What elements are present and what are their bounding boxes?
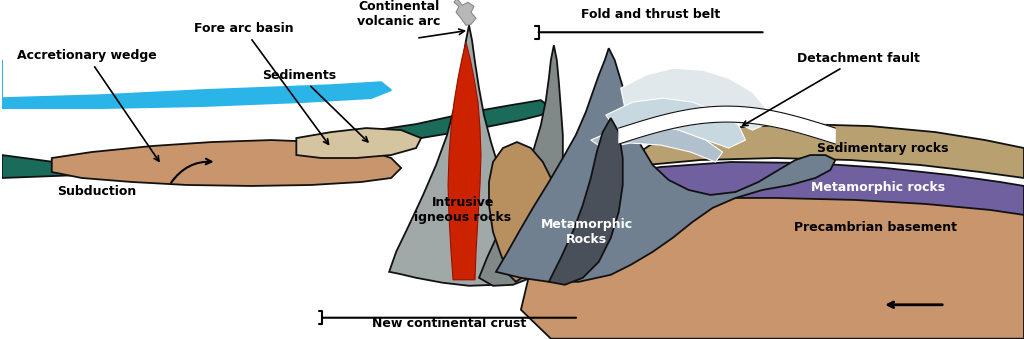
Text: Precambrian basement: Precambrian basement xyxy=(794,221,956,234)
Text: Metamorphic rocks: Metamorphic rocks xyxy=(811,181,945,195)
Text: Fore arc basin: Fore arc basin xyxy=(194,22,329,144)
Text: Metamorphic
Rocks: Metamorphic Rocks xyxy=(541,218,633,246)
Text: Fold and thrust belt: Fold and thrust belt xyxy=(581,8,720,21)
Polygon shape xyxy=(489,142,559,282)
Text: Accretionary wedge: Accretionary wedge xyxy=(16,49,159,161)
Polygon shape xyxy=(521,188,1024,339)
Text: Sediments: Sediments xyxy=(262,69,368,142)
Polygon shape xyxy=(591,125,723,162)
Polygon shape xyxy=(296,128,421,158)
Polygon shape xyxy=(612,124,1024,178)
Text: Continental
volcanic arc: Continental volcanic arc xyxy=(357,0,440,28)
Text: Detachment fault: Detachment fault xyxy=(742,52,920,126)
Polygon shape xyxy=(606,98,745,148)
Polygon shape xyxy=(496,48,836,282)
Text: New continental crust: New continental crust xyxy=(372,317,526,330)
Text: Subduction: Subduction xyxy=(56,185,136,198)
Polygon shape xyxy=(389,25,523,286)
Polygon shape xyxy=(52,140,401,186)
Text: Intrusive
igneous rocks: Intrusive igneous rocks xyxy=(415,196,512,224)
Polygon shape xyxy=(2,60,391,108)
Text: Sedimentary rocks: Sedimentary rocks xyxy=(816,142,948,155)
Polygon shape xyxy=(454,0,476,25)
Polygon shape xyxy=(2,100,551,178)
Polygon shape xyxy=(449,42,481,280)
Polygon shape xyxy=(479,45,563,286)
Polygon shape xyxy=(618,106,836,144)
Polygon shape xyxy=(621,68,770,130)
Polygon shape xyxy=(549,118,623,285)
Polygon shape xyxy=(601,162,1024,215)
